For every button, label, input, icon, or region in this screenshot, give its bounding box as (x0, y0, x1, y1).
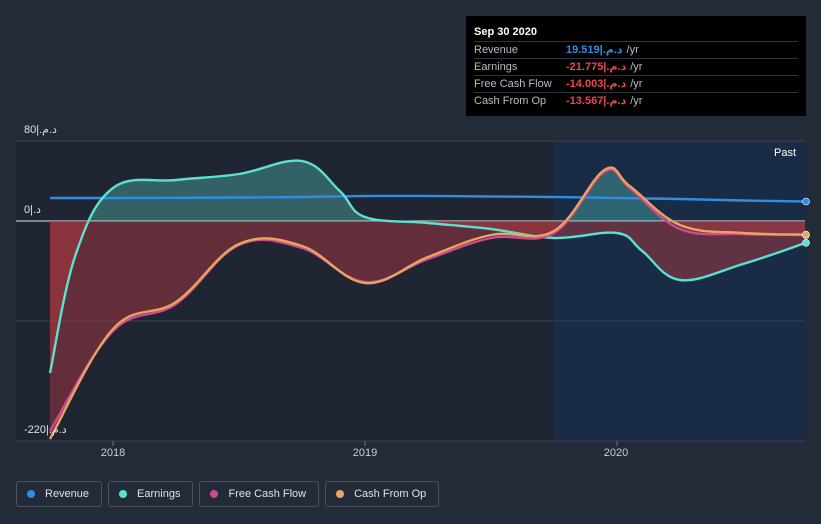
cash-from-op-line (48, 166, 807, 440)
tooltip-value: -13.567|.د.م (566, 95, 627, 107)
series-end-markers (802, 197, 810, 247)
plot-background (16, 141, 805, 441)
tooltip-unit: /yr (630, 61, 643, 73)
legend-item-revenue[interactable]: Revenue (16, 481, 103, 507)
cash-from-op-area-positive (50, 167, 805, 221)
tooltip-label: Cash From Op (474, 95, 547, 107)
cash-from-op-area-negative (50, 221, 805, 439)
past-region (554, 141, 805, 441)
tooltip-row-cash-from-op: Cash From Op -13.567|.د.م /yr (474, 92, 798, 109)
tooltip-date: Sep 30 2020 (474, 26, 537, 38)
area-fills (50, 160, 805, 439)
y-tick-label-top: 80|.د.م (24, 124, 57, 136)
x-tick-label-2018: 2018 (100, 447, 126, 459)
earnings-area-negative (50, 221, 805, 373)
tooltip-row-earnings: Earnings -21.775|.د.م /yr (474, 58, 798, 75)
earnings-dot-icon (119, 490, 128, 498)
legend-item-cash-from-op[interactable]: Cash From Op (325, 481, 440, 507)
legend-label: Earnings (137, 488, 181, 500)
cash-from-op-dot-icon (336, 490, 345, 498)
revenue-line (49, 194, 807, 203)
tooltip-value: -14.003|.د.م (566, 78, 627, 90)
legend-item-earnings[interactable]: Earnings (108, 481, 194, 507)
free-cash-flow-line (48, 168, 807, 432)
data-tooltip: Sep 30 2020 Revenue 19.519|.د.م /yr Earn… (466, 16, 806, 116)
cash-from-op-end-marker (802, 230, 810, 239)
tooltip-value: 19.519|.د.م (566, 44, 623, 56)
tooltip-unit: /yr (630, 78, 643, 90)
tooltip-label: Revenue (474, 44, 519, 56)
y-tick-label-zero: 0|.د (24, 204, 41, 216)
tooltip-unit: /yr (630, 95, 643, 107)
chart-legend: Revenue Earnings Free Cash Flow Cash Fro… (16, 481, 445, 507)
tooltip-unit: /yr (626, 44, 639, 56)
past-region-label: Past (774, 147, 797, 159)
earnings-area-positive (50, 160, 805, 221)
earnings-end-marker (802, 239, 810, 247)
free-cash-flow-dot-icon (210, 490, 219, 498)
revenue-end-marker (802, 197, 810, 206)
legend-label: Cash From Op (354, 488, 427, 500)
tooltip-label: Free Cash Flow (474, 78, 552, 90)
y-tick-label-bottom: -220|.د.م (24, 424, 67, 436)
tooltip-label: Earnings (474, 61, 518, 73)
tooltip-row-revenue: Revenue 19.519|.د.م /yr (474, 41, 798, 58)
x-tick-label-2019: 2019 (352, 447, 378, 459)
earnings-line (48, 159, 807, 374)
legend-item-free-cash-flow[interactable]: Free Cash Flow (199, 481, 320, 507)
tooltip-value: -21.775|.د.م (566, 61, 627, 73)
legend-label: Revenue (45, 488, 90, 500)
revenue-dot-icon (27, 490, 35, 498)
series-lines (48, 159, 807, 440)
tooltip-row-free-cash-flow: Free Cash Flow -14.003|.د.م /yr (474, 75, 798, 92)
x-tick-label-2020: 2020 (603, 447, 629, 459)
legend-label: Free Cash Flow (228, 488, 307, 500)
